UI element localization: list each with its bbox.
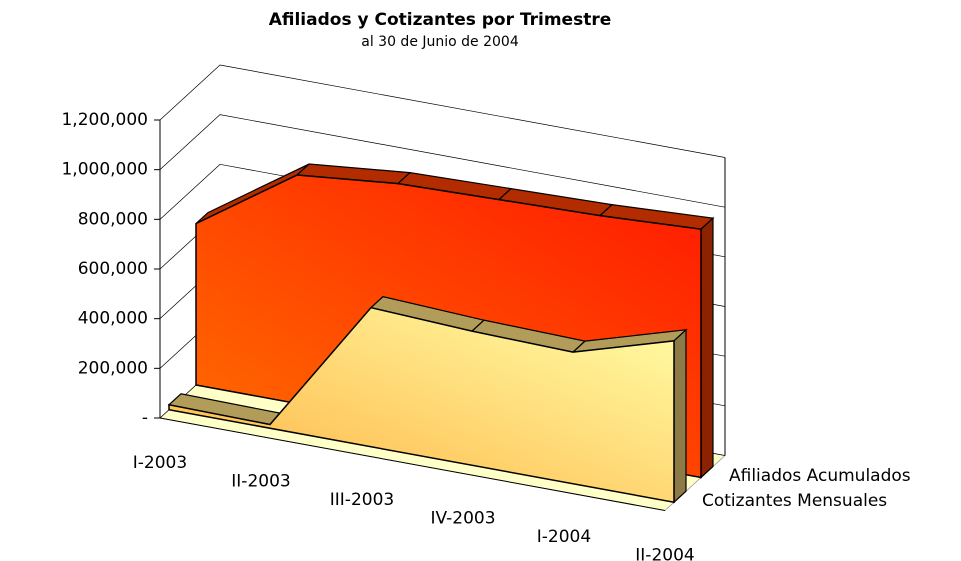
x-tick-label: III-2003 (330, 490, 394, 510)
x-tick-label: II-2004 (635, 546, 694, 561)
x-tick-label: I-2004 (537, 527, 591, 547)
grid-line (159, 114, 726, 208)
y-tick-label: 800,000 (78, 209, 148, 229)
grid-line (159, 64, 726, 158)
x-tick-label: II-2003 (231, 472, 290, 492)
area-side-shade (674, 329, 686, 503)
area-top-shade (499, 188, 612, 216)
depth-label: Cotizantes Mensuales (702, 491, 887, 511)
area-top-shade (371, 296, 484, 332)
x-tick-label: I-2003 (133, 453, 187, 473)
area-top-shade (600, 204, 713, 230)
y-tick-label: 1,000,000 (61, 160, 148, 180)
area-top-shade (297, 164, 410, 184)
chart-title: Afiliados y Cotizantes por Trimestre (269, 10, 612, 30)
y-tick-label: 400,000 (78, 309, 148, 329)
x-tick-label: IV-2003 (430, 509, 495, 529)
depth-label: Afiliados Acumulados (729, 466, 911, 486)
x-axis (159, 417, 666, 511)
area-side-shade (701, 218, 713, 478)
area (168, 306, 675, 504)
area-top-shade (472, 320, 585, 353)
area-top-shade (398, 172, 511, 200)
area-top-shade (196, 164, 309, 224)
chart-subtitle: al 30 de Junio de 2004 (361, 34, 519, 50)
y-tick-label: 1,200,000 (61, 110, 148, 130)
y-tick-label: 600,000 (78, 259, 148, 279)
y-tick-label: 200,000 (78, 358, 148, 378)
area-top-shade (169, 393, 282, 425)
y-tick-label: - (142, 408, 148, 428)
area-top-shade (573, 329, 686, 353)
